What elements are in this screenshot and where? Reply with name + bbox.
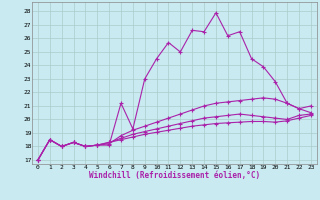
X-axis label: Windchill (Refroidissement éolien,°C): Windchill (Refroidissement éolien,°C) (89, 171, 260, 180)
